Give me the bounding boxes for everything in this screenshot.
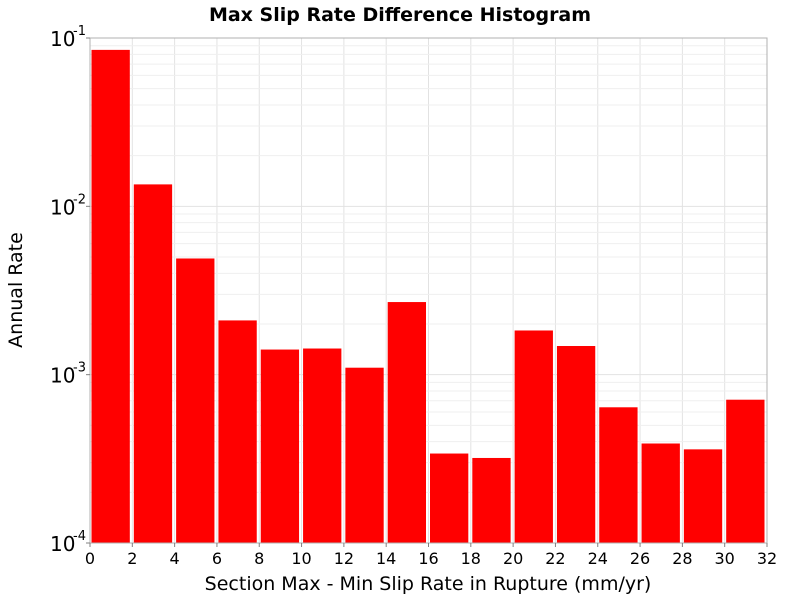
x-tick-label: 24 bbox=[588, 549, 608, 568]
x-tick-label: 32 bbox=[757, 549, 777, 568]
x-tick-label: 26 bbox=[630, 549, 650, 568]
x-axis-ticks: 0 2 4 6 8 10 12 14 16 18 20 22 24 26 28 30 32 bbox=[85, 543, 777, 568]
x-axis-label: Section Max - Min Slip Rate in Rupture (… bbox=[205, 573, 652, 595]
x-tick-label: 22 bbox=[545, 549, 565, 568]
histogram-bar bbox=[556, 346, 596, 543]
histogram-bar bbox=[387, 302, 426, 543]
x-tick-label: 28 bbox=[672, 549, 692, 568]
x-tick-label: 30 bbox=[715, 549, 735, 568]
histogram-bar bbox=[683, 449, 723, 543]
x-tick-label: 6 bbox=[212, 549, 222, 568]
bars bbox=[91, 49, 765, 544]
histogram-bar bbox=[641, 443, 680, 543]
histogram-bar bbox=[472, 457, 511, 543]
x-tick-label: 2 bbox=[127, 549, 137, 568]
x-tick-label: 16 bbox=[418, 549, 438, 568]
histogram-bar bbox=[176, 258, 215, 543]
y-axis-label: Annual Rate bbox=[5, 232, 27, 348]
y-tick-exponent: -4 bbox=[73, 529, 86, 544]
x-tick-label: 8 bbox=[254, 549, 264, 568]
histogram-bar bbox=[133, 184, 173, 544]
y-tick-label: 10 bbox=[50, 364, 75, 388]
histogram-bar bbox=[599, 407, 638, 543]
x-tick-label: 10 bbox=[291, 549, 311, 568]
chart-title: Max Slip Rate Difference Histogram bbox=[209, 4, 591, 26]
y-tick-label: 10 bbox=[50, 27, 75, 51]
y-tick-exponent: -3 bbox=[73, 361, 86, 376]
histogram-bar bbox=[726, 399, 765, 543]
y-tick-exponent: -1 bbox=[73, 24, 86, 39]
x-tick-label: 18 bbox=[461, 549, 481, 568]
histogram-bar bbox=[303, 348, 342, 543]
y-axis-ticks: 10-410-310-210-1 bbox=[50, 24, 90, 556]
histogram-bar bbox=[514, 330, 553, 543]
x-tick-label: 0 bbox=[85, 549, 95, 568]
x-tick-label: 14 bbox=[376, 549, 396, 568]
y-tick-label: 10 bbox=[50, 532, 75, 556]
histogram-bar bbox=[345, 367, 384, 543]
x-tick-label: 12 bbox=[334, 549, 354, 568]
histogram-bar bbox=[430, 453, 469, 543]
y-tick-exponent: -2 bbox=[73, 192, 86, 207]
histogram-bar bbox=[260, 349, 300, 543]
y-tick-label: 10 bbox=[50, 195, 75, 219]
histogram-bar bbox=[218, 320, 257, 543]
x-tick-label: 4 bbox=[170, 549, 180, 568]
x-tick-label: 20 bbox=[503, 549, 523, 568]
histogram-bar bbox=[91, 49, 130, 543]
